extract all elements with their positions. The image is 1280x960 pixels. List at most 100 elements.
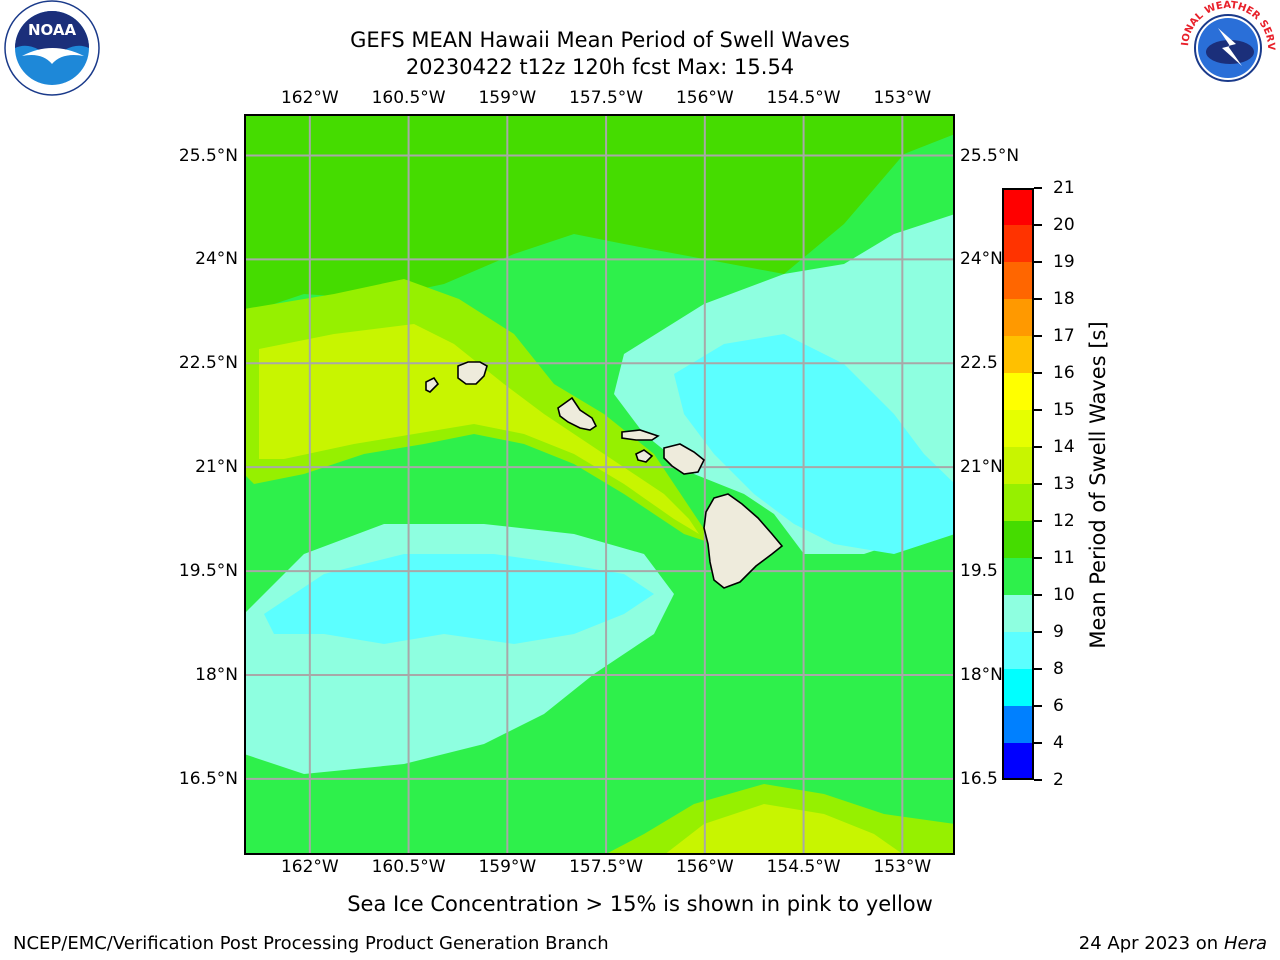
colorbar-tick-label: 19: [1053, 252, 1075, 272]
colorbar-label: Mean Period of Swell Waves [s]: [1086, 321, 1110, 649]
lon-tick-bottom: 160.5°W: [371, 857, 446, 877]
lon-tick-bottom: 154.5°W: [766, 857, 841, 877]
colorbar-tick-label: 16: [1053, 363, 1075, 383]
lon-tick-top: 162°W: [280, 88, 339, 108]
colorbar-segment: [1003, 336, 1033, 374]
lon-tick-top: 160.5°W: [371, 88, 446, 108]
lat-tick-right: 25.5°N: [960, 145, 1020, 166]
colorbar-tick-label: 21: [1053, 178, 1075, 198]
lat-tick-right: 19.5: [960, 561, 998, 582]
swell-period-map: [244, 114, 955, 855]
lon-tick-top: 157.5°W: [569, 88, 644, 108]
colorbar-segment: [1003, 262, 1033, 300]
colorbar-tick-label: 8: [1053, 659, 1064, 679]
island-oahu: [557, 396, 598, 431]
colorbar-tick-label: 14: [1053, 437, 1075, 457]
colorbar-segment: [1003, 299, 1033, 337]
lat-tick-right: 24°N: [960, 249, 1003, 270]
colorbar-tick-mark: [1034, 224, 1042, 226]
colorbar-tick-label: 9: [1053, 622, 1064, 642]
lon-tick-top: 156°W: [675, 88, 734, 108]
island-kauai: [457, 361, 488, 385]
island-molokai: [621, 429, 660, 441]
colorbar-tick-mark: [1034, 668, 1042, 670]
colorbar-segment: [1003, 743, 1033, 781]
colorbar-tick-label: 17: [1053, 326, 1075, 346]
colorbar-segment: [1003, 521, 1033, 559]
lat-tick-left: 21°N: [195, 457, 238, 478]
lon-tick-top: 153°W: [873, 88, 932, 108]
colorbar-frame: [1002, 188, 1034, 780]
colorbar-tick-mark: [1034, 372, 1042, 374]
colorbar-segment: [1003, 484, 1033, 522]
footer-date: 24 Apr 2023 on: [1078, 933, 1224, 954]
colorbar-tick-mark: [1034, 335, 1042, 337]
lat-tick-left: 25.5°N: [178, 145, 238, 166]
colorbar-segment: [1003, 373, 1033, 411]
colorbar-tick-label: 15: [1053, 400, 1075, 420]
colorbar-segment: [1003, 669, 1033, 707]
colorbar-tick-mark: [1034, 187, 1042, 189]
colorbar-tick-mark: [1034, 483, 1042, 485]
colorbar-segment: [1003, 188, 1033, 226]
lat-tick-left: 24°N: [195, 249, 238, 270]
colorbar-tick-mark: [1034, 557, 1042, 559]
footer-host: Hera: [1223, 933, 1267, 954]
field-13-14-south: [664, 804, 904, 855]
lon-tick-bottom: 162°W: [280, 857, 339, 877]
footer-left: NCEP/EMC/Verification Post Processing Pr…: [13, 933, 609, 954]
colorbar-segment: [1003, 225, 1033, 263]
map-subtitle: Sea Ice Concentration > 15% is shown in …: [347, 892, 933, 916]
nws-logo-icon: NATIONAL WEATHER SERVICE: [1174, 0, 1278, 100]
map-gridlines: [244, 114, 955, 855]
lon-tick-bottom: 153°W: [873, 857, 932, 877]
field-8-9-southwest: [264, 554, 654, 644]
island-lanai: [635, 449, 654, 463]
field-8-9-east: [674, 334, 955, 554]
svg-text:NOAA: NOAA: [28, 21, 77, 39]
colorbar: [1002, 188, 1034, 781]
lon-tick-top: 154.5°W: [766, 88, 841, 108]
lat-tick-right: 22.5: [960, 353, 998, 374]
island-maui: [663, 443, 706, 475]
lat-tick-left: 16.5°N: [178, 768, 238, 789]
colorbar-tick-label: 10: [1053, 585, 1075, 605]
colorbar-segment: [1003, 595, 1033, 633]
colorbar-tick-mark: [1034, 520, 1042, 522]
colorbar-tick-mark: [1034, 742, 1042, 744]
chart-title-line2: 20230422 t12z 120h fcst Max: 15.54: [405, 55, 795, 79]
lat-tick-right: 16.5: [960, 768, 998, 789]
colorbar-tick-mark: [1034, 631, 1042, 633]
colorbar-tick-mark: [1034, 594, 1042, 596]
colorbar-tick-label: 18: [1053, 289, 1075, 309]
colorbar-segment: [1003, 558, 1033, 596]
colorbar-tick-label: 4: [1053, 733, 1064, 753]
lat-tick-left: 18°N: [195, 664, 238, 685]
lat-tick-left: 22.5°N: [178, 353, 238, 374]
colorbar-tick-label: 6: [1053, 696, 1064, 716]
colorbar-tick-label: 20: [1053, 215, 1075, 235]
chart-title-line1: GEFS MEAN Hawaii Mean Period of Swell Wa…: [350, 28, 850, 52]
noaa-logo-icon: NOAA: [2, 0, 102, 100]
lon-tick-bottom: 156°W: [675, 857, 734, 877]
colorbar-segment: [1003, 632, 1033, 670]
colorbar-segment: [1003, 706, 1033, 744]
lat-tick-right: 21°N: [960, 457, 1003, 478]
colorbar-tick-label: 2: [1053, 770, 1064, 790]
colorbar-tick-mark: [1034, 261, 1042, 263]
lat-tick-right: 18°N: [960, 664, 1003, 685]
field-11-12-north: [244, 114, 955, 314]
colorbar-tick-label: 13: [1053, 474, 1075, 494]
map-frame: [244, 114, 955, 855]
colorbar-tick-label: 11: [1053, 548, 1075, 568]
lon-tick-bottom: 157.5°W: [569, 857, 644, 877]
colorbar-tick-mark: [1034, 705, 1042, 707]
field-13-14-west: [259, 324, 699, 534]
lat-tick-left: 19.5°N: [178, 561, 238, 582]
colorbar-tick-mark: [1034, 446, 1042, 448]
island-hawaii-big: [703, 493, 784, 589]
footer-right: 24 Apr 2023 on Hera: [1079, 933, 1267, 954]
island-niihau: [425, 376, 440, 393]
lon-tick-top: 159°W: [478, 88, 537, 108]
lon-tick-bottom: 159°W: [478, 857, 537, 877]
